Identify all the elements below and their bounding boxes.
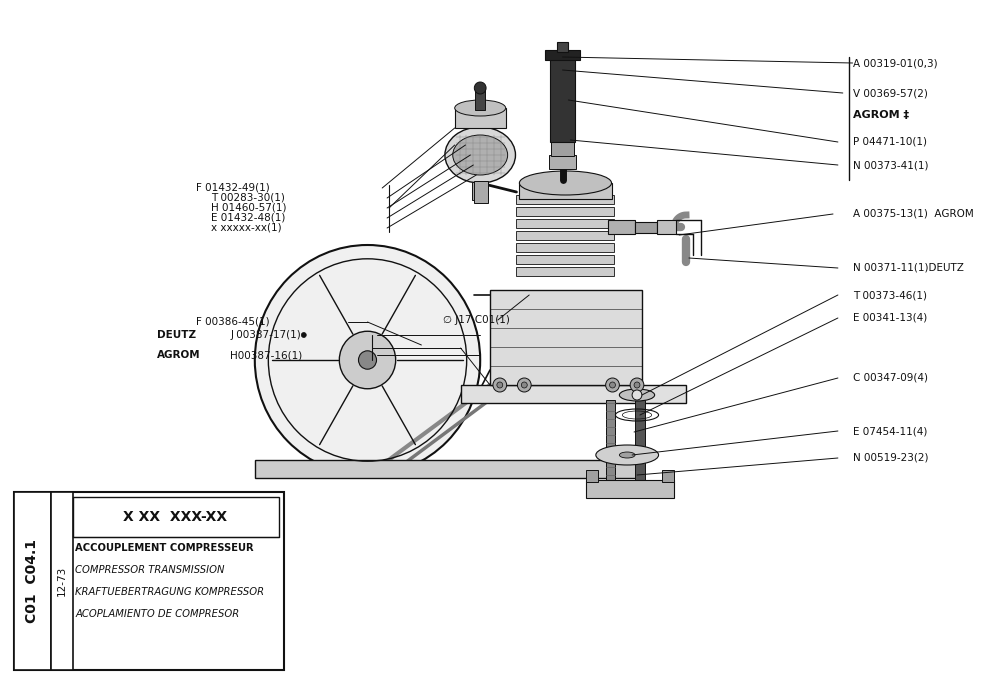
- Ellipse shape: [455, 100, 506, 116]
- Text: N 00519-23(2): N 00519-23(2): [853, 453, 928, 463]
- Bar: [516, 255, 614, 264]
- Bar: [516, 231, 614, 240]
- Text: COMPRESSOR TRANSMISSION: COMPRESSOR TRANSMISSION: [75, 565, 225, 575]
- Text: F 00386-45(1): F 00386-45(1): [196, 317, 270, 327]
- Circle shape: [358, 351, 377, 369]
- Text: C01  C04.1: C01 C04.1: [25, 539, 39, 623]
- Bar: [255, 460, 637, 478]
- Circle shape: [606, 378, 619, 392]
- Text: KRAFTUEBERTRAGUNG KOMPRESSOR: KRAFTUEBERTRAGUNG KOMPRESSOR: [75, 587, 265, 597]
- Bar: [516, 195, 614, 204]
- Text: T 00283-30(1): T 00283-30(1): [211, 193, 285, 203]
- Bar: [586, 470, 598, 482]
- Bar: [549, 155, 576, 169]
- Bar: [516, 243, 614, 252]
- Text: N 00371-11(1)DEUTZ: N 00371-11(1)DEUTZ: [853, 263, 963, 273]
- Text: 12-73: 12-73: [57, 566, 67, 596]
- Text: P 04471-10(1): P 04471-10(1): [853, 137, 927, 147]
- Text: E 07454-11(4): E 07454-11(4): [853, 426, 927, 436]
- Text: F 01432-49(1): F 01432-49(1): [196, 183, 270, 193]
- Bar: [490, 290, 642, 385]
- Bar: [662, 470, 674, 482]
- Circle shape: [497, 382, 503, 388]
- Bar: [545, 50, 580, 60]
- Circle shape: [301, 333, 306, 337]
- Bar: [635, 222, 657, 233]
- Ellipse shape: [619, 389, 655, 401]
- Bar: [551, 142, 574, 156]
- Text: ACCOUPLEMENT COMPRESSEUR: ACCOUPLEMENT COMPRESSEUR: [75, 543, 254, 553]
- Text: x xxxxx-xx(1): x xxxxx-xx(1): [211, 223, 281, 233]
- Bar: [472, 182, 488, 200]
- Ellipse shape: [453, 135, 508, 175]
- Bar: [635, 400, 645, 490]
- Text: A 00319-01(0,3): A 00319-01(0,3): [853, 58, 937, 68]
- Circle shape: [630, 378, 644, 392]
- Text: E 01432-48(1): E 01432-48(1): [211, 213, 285, 223]
- Circle shape: [610, 382, 615, 388]
- Bar: [608, 220, 635, 234]
- Ellipse shape: [619, 452, 635, 458]
- Bar: [474, 181, 488, 203]
- Bar: [516, 219, 614, 228]
- Bar: [550, 57, 575, 142]
- Bar: [14, 492, 51, 670]
- Text: V 00369-57(2): V 00369-57(2): [853, 88, 927, 98]
- Circle shape: [255, 245, 480, 475]
- Bar: [519, 183, 612, 199]
- Bar: [14, 492, 284, 670]
- Ellipse shape: [596, 445, 659, 465]
- Text: ACOPLAMIENTO DE COMPRESOR: ACOPLAMIENTO DE COMPRESOR: [75, 609, 240, 619]
- Text: E 00341-13(4): E 00341-13(4): [853, 313, 927, 323]
- Bar: [455, 108, 506, 128]
- Text: C 00347-09(4): C 00347-09(4): [853, 373, 928, 383]
- Ellipse shape: [519, 171, 612, 195]
- Circle shape: [474, 82, 486, 94]
- Circle shape: [632, 390, 642, 400]
- Bar: [586, 480, 674, 498]
- Circle shape: [634, 382, 640, 388]
- Circle shape: [493, 378, 507, 392]
- Text: T 00373-46(1): T 00373-46(1): [853, 290, 927, 300]
- Text: J 00387-17(1): J 00387-17(1): [230, 330, 301, 340]
- Text: H 01460-57(1): H 01460-57(1): [211, 203, 286, 213]
- Bar: [475, 88, 485, 110]
- Bar: [51, 492, 73, 670]
- Bar: [606, 400, 615, 485]
- Text: AGROM: AGROM: [157, 350, 200, 360]
- Bar: [557, 42, 568, 52]
- Bar: [657, 220, 676, 234]
- Bar: [516, 267, 614, 276]
- Ellipse shape: [445, 127, 515, 183]
- Bar: [461, 385, 686, 403]
- Circle shape: [521, 382, 527, 388]
- Text: N 00373-41(1): N 00373-41(1): [853, 160, 928, 170]
- Text: A 00375-13(1)  AGROM: A 00375-13(1) AGROM: [853, 209, 973, 219]
- Circle shape: [517, 378, 531, 392]
- Bar: [516, 207, 614, 216]
- Text: H00387-16(1): H00387-16(1): [230, 350, 303, 360]
- Bar: [73, 497, 279, 537]
- Circle shape: [339, 331, 396, 389]
- Text: DEUTZ: DEUTZ: [157, 330, 196, 340]
- Text: ∅ J17 C01(1): ∅ J17 C01(1): [443, 315, 510, 325]
- Text: X XX  XXX-XX: X XX XXX-XX: [123, 510, 227, 524]
- Text: AGROM ‡: AGROM ‡: [853, 110, 909, 120]
